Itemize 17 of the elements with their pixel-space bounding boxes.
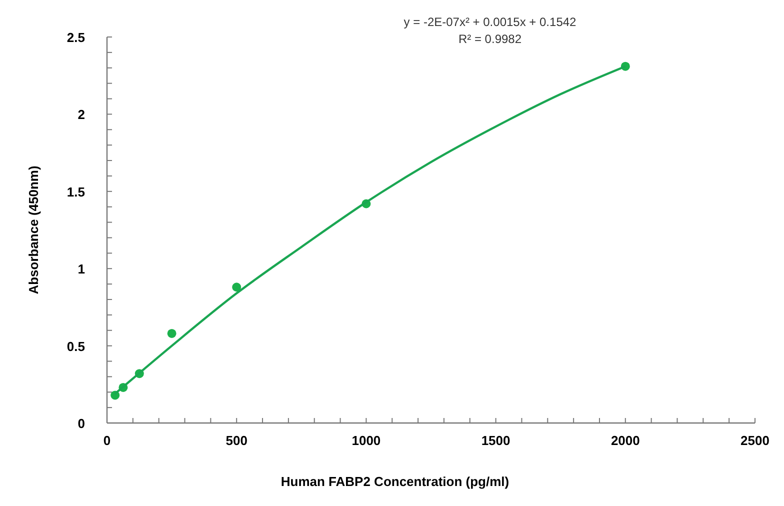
x-tick-label: 1500	[481, 433, 510, 448]
y-axis-title: Absorbance (450nm)	[26, 166, 41, 294]
y-tick-label: 1.5	[66, 184, 85, 200]
x-tick-label: 0	[103, 433, 111, 448]
x-axis-title: Human FABP2 Concentration (pg/ml)	[280, 474, 510, 489]
point	[232, 282, 242, 292]
point	[167, 328, 176, 338]
y-tick-label: 1	[78, 262, 85, 277]
x-tick-label: 2500	[740, 433, 770, 448]
x-tick-label: 500	[226, 433, 248, 448]
y-tick-label: 0	[78, 416, 85, 431]
x-tick-label: 1000	[352, 433, 381, 448]
y-tick-label: 2	[78, 107, 85, 122]
annotation: y = -2E-07x² + 0.0015x + 0.1542 R² = 0.9982	[404, 15, 577, 46]
y-tick-label: 2.5	[66, 30, 85, 45]
y-tick-label: 0.5	[66, 338, 85, 354]
x-tick-label: 2000	[610, 433, 640, 448]
